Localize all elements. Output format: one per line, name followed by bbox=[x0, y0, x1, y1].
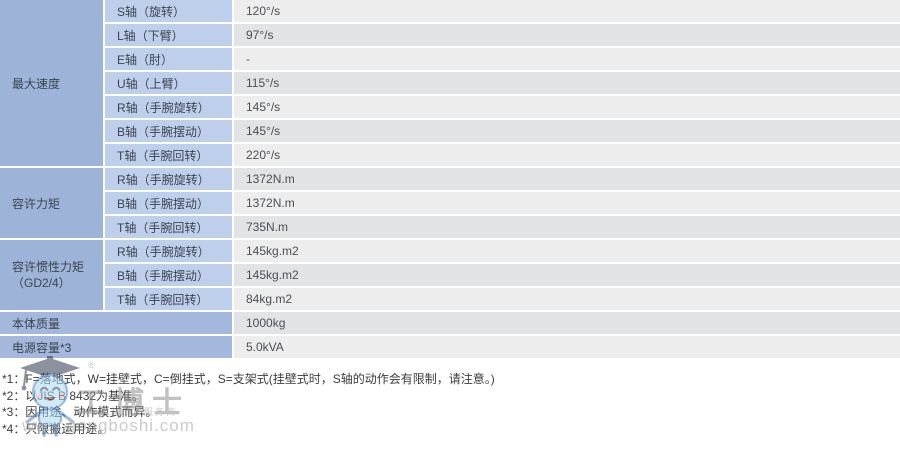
spec-axis-cell: E轴（肘） bbox=[105, 48, 232, 70]
axis-label: R轴（手腕旋转） bbox=[117, 172, 210, 187]
spec-category-max-speed: 最大速度 bbox=[0, 0, 103, 166]
value-text: 5.0kVA bbox=[246, 340, 284, 354]
value-text: 1372N.m bbox=[246, 172, 295, 186]
category-label-line2: （GD2/4） bbox=[12, 276, 71, 290]
value-text: 145kg.m2 bbox=[246, 244, 299, 258]
summary-label: 本体质量 bbox=[12, 316, 61, 331]
axis-label: S轴（旋转） bbox=[117, 4, 186, 19]
value-text: 735N.m bbox=[246, 220, 289, 234]
registered-mark: ® bbox=[88, 360, 95, 370]
value-text: 1372N.m bbox=[246, 196, 295, 210]
spec-value-cell: 1372N.m bbox=[234, 168, 900, 190]
axis-label: T轴（手腕回转） bbox=[117, 292, 209, 307]
value-text: 1000kg bbox=[246, 316, 286, 330]
spec-value-cell: 220°/s bbox=[234, 144, 900, 166]
spec-value-cell: 145°/s bbox=[234, 120, 900, 142]
spec-value-cell: 115°/s bbox=[234, 72, 900, 94]
spec-category-allowable-torque: 容许力矩 bbox=[0, 168, 103, 238]
value-text: 145kg.m2 bbox=[246, 268, 299, 282]
spec-value-cell: 1372N.m bbox=[234, 192, 900, 214]
spec-axis-cell: T轴（手腕回转） bbox=[105, 288, 232, 310]
axis-label: B轴（手腕摆动） bbox=[117, 196, 210, 211]
axis-label: R轴（手腕旋转） bbox=[117, 100, 210, 115]
spec-axis-cell: B轴（手腕摆动） bbox=[105, 120, 232, 142]
value-text: 115°/s bbox=[246, 76, 280, 90]
spec-value-cell: 145kg.m2 bbox=[234, 240, 900, 262]
footnote-1: *1：F=落地式，W=挂壁式，C=倒挂式，S=支架式(挂壁式时，S轴的动作会有限… bbox=[2, 372, 495, 386]
spec-table: 最大速度 S轴（旋转） 120°/s L轴（下臂） 97°/s E轴（肘） - … bbox=[0, 0, 900, 358]
axis-label: B轴（手腕摆动） bbox=[117, 268, 210, 283]
footnote-4: *4：只限搬运用途。 bbox=[2, 421, 110, 436]
spec-axis-cell: T轴（手腕回转） bbox=[105, 144, 232, 166]
axis-label: R轴（手腕旋转） bbox=[117, 244, 210, 259]
spec-axis-cell: S轴（旋转） bbox=[105, 0, 232, 22]
value-text: - bbox=[246, 52, 250, 66]
value-text: 84kg.m2 bbox=[246, 292, 293, 306]
spec-value-cell: 735N.m bbox=[234, 216, 900, 238]
category-label: 最大速度 bbox=[12, 76, 61, 91]
axis-label: L轴（下臂） bbox=[117, 28, 184, 43]
spec-axis-cell: R轴（手腕旋转） bbox=[105, 240, 232, 262]
category-label-line1: 容许惯性力矩 bbox=[12, 260, 85, 274]
spec-value-cell: 120°/s bbox=[234, 0, 900, 22]
spec-value-cell: 84kg.m2 bbox=[234, 288, 900, 310]
axis-label: T轴（手腕回转） bbox=[117, 220, 209, 235]
spec-axis-cell: R轴（手腕旋转） bbox=[105, 96, 232, 118]
category-label: 容许力矩 bbox=[12, 196, 61, 211]
value-text: 120°/s bbox=[246, 4, 281, 18]
spec-axis-cell: T轴（手腕回转） bbox=[105, 216, 232, 238]
spec-value-cell: 145kg.m2 bbox=[234, 264, 900, 286]
spec-value-cell: 5.0kVA bbox=[234, 336, 900, 358]
spec-value-cell: 145°/s bbox=[234, 96, 900, 118]
spec-category-allowable-inertia: 容许惯性力矩 （GD2/4） bbox=[0, 240, 103, 310]
spec-axis-cell: B轴（手腕摆动） bbox=[105, 192, 232, 214]
spec-axis-cell: B轴（手腕摆动） bbox=[105, 264, 232, 286]
axis-label: B轴（手腕摆动） bbox=[117, 124, 210, 139]
footnote-2: *2：以JIS B 8432为基准。 bbox=[2, 388, 145, 403]
spec-axis-cell: L轴（下臂） bbox=[105, 24, 232, 46]
category-label: 容许惯性力矩 （GD2/4） bbox=[12, 259, 84, 291]
spec-row-body-mass-label: 本体质量 bbox=[0, 312, 232, 334]
value-text: 97°/s bbox=[246, 28, 274, 42]
footnotes-block: *1：F=落地式，W=挂壁式，C=倒挂式，S=支架式(挂壁式时，S轴的动作会有限… bbox=[2, 371, 900, 437]
spec-row-power-capacity-label: 电源容量*3 bbox=[0, 336, 232, 358]
value-text: 145°/s bbox=[246, 124, 281, 138]
spec-axis-cell: U轴（上臂） bbox=[105, 72, 232, 94]
summary-label: 电源容量*3 bbox=[12, 340, 72, 355]
spec-axis-cell: R轴（手腕旋转） bbox=[105, 168, 232, 190]
axis-label: U轴（上臂） bbox=[117, 76, 186, 91]
spec-value-cell: - bbox=[234, 48, 900, 70]
spec-value-cell: 1000kg bbox=[234, 312, 900, 334]
value-text: 145°/s bbox=[246, 100, 281, 114]
axis-label: E轴（肘） bbox=[117, 52, 174, 67]
axis-label: T轴（手腕回转） bbox=[117, 148, 209, 163]
footnote-3: *3：因用途、动作模式而异。 bbox=[2, 405, 158, 419]
spec-value-cell: 97°/s bbox=[234, 24, 900, 46]
value-text: 220°/s bbox=[246, 148, 281, 162]
